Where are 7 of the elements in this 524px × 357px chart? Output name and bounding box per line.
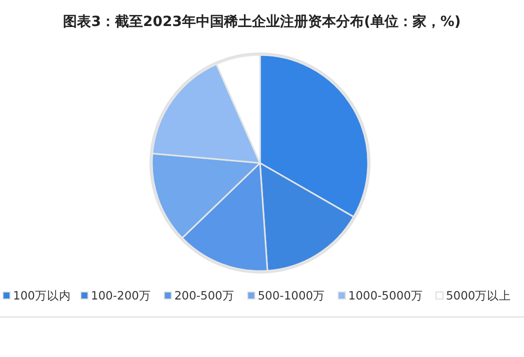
chart-title: 图表3：截至2023年中国稀土企业注册资本分布(单位：家，%) xyxy=(63,13,461,30)
legend-label: 1000-5000万 xyxy=(348,288,423,302)
legend-label: 5000万以上 xyxy=(446,288,512,302)
legend-label: 500-1000万 xyxy=(258,288,326,302)
legend-label: 200-500万 xyxy=(174,288,234,302)
legend-label: 100万以内 xyxy=(13,288,71,302)
legend-label: 100-200万 xyxy=(90,288,151,302)
